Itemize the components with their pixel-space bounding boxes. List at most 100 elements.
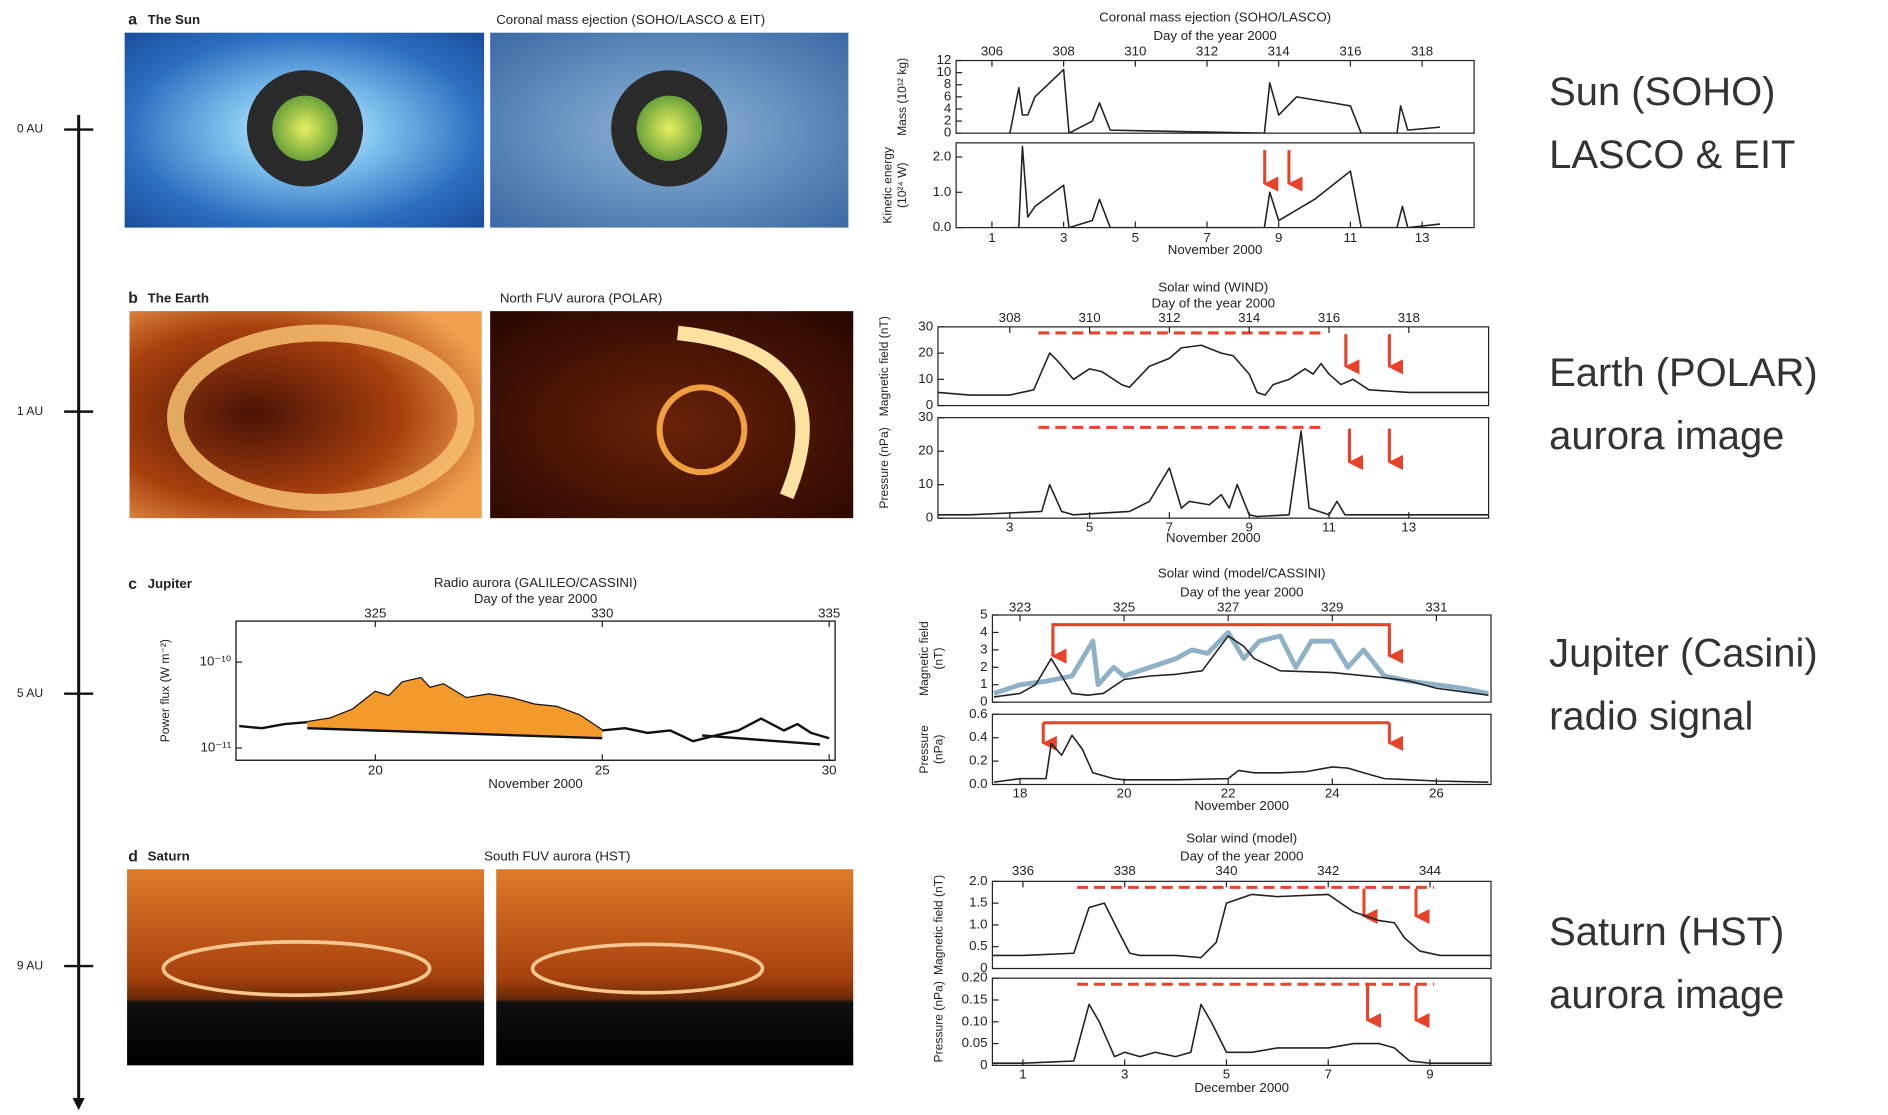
y-tick-label: 0 [926, 397, 933, 412]
distance-label: 5 AU [17, 686, 43, 700]
y-tick-label: 30 [918, 318, 933, 333]
y-tick-label: 0.15 [962, 992, 988, 1007]
image-title: North FUV aurora (POLAR) [500, 291, 663, 306]
distance-label: 1 AU [17, 404, 43, 418]
top-tick-label: 316 [1339, 44, 1361, 59]
y-axis-label: Magnetic field [917, 621, 931, 696]
y-tick-label: 30 [918, 409, 933, 424]
y-tick-label: 1.0 [933, 184, 951, 199]
x-tick-label: 22 [1221, 786, 1236, 801]
y-tick-label: 0.5 [969, 938, 987, 953]
line [239, 676, 830, 743]
plot-frame [937, 417, 1490, 519]
line [1009, 68, 1441, 134]
top-tick-label: 316 [1318, 310, 1340, 325]
aurora-oval [161, 940, 432, 997]
y-axis-label: (nPa) [931, 735, 945, 765]
x-tick-label: 24 [1325, 786, 1340, 801]
y-tick-label: 1.5 [969, 895, 987, 910]
x-tick-label: 3 [1121, 1067, 1128, 1082]
x-tick-label: 5 [1132, 230, 1139, 245]
aurora-ring [656, 384, 748, 476]
top-tick-label: 318 [1411, 44, 1433, 59]
y-tick-label: 2 [944, 113, 951, 128]
y-tick-label: 20 [918, 345, 933, 360]
y-tick-label: 0 [980, 694, 987, 709]
x-axis-label: November 2000 [488, 776, 583, 791]
y-tick-label: 0.10 [962, 1013, 988, 1028]
y-tick-label: 5 [980, 607, 987, 622]
y-axis-label: Pressure (nPa) [931, 981, 945, 1062]
x-tick-label: 5 [1086, 519, 1093, 534]
top-axis-label: Day of the year 2000 [1180, 849, 1303, 864]
top-tick-label: 323 [1009, 599, 1031, 614]
top-tick-label: 312 [1196, 44, 1218, 59]
plot-frame [955, 142, 1475, 229]
y-axis-label: Pressure (nPa) [877, 427, 891, 508]
y-axis-label: Mass (10¹² kg) [895, 58, 909, 136]
x-tick-label: 1 [988, 230, 995, 245]
x-tick-label: 3 [1006, 519, 1013, 534]
y-tick-label: 10⁻¹⁰ [200, 654, 232, 669]
top-tick-label: 308 [999, 310, 1021, 325]
y-tick-label: 0 [944, 125, 951, 140]
top-tick-label: 338 [1114, 863, 1136, 878]
y-tick-label: 0 [926, 510, 933, 525]
top-tick-label: 327 [1217, 599, 1239, 614]
caption: Saturn (HST) [1549, 910, 1784, 954]
chart-title: Solar wind (model) [1186, 830, 1297, 845]
x-tick-label: 1 [1019, 1067, 1026, 1082]
x-tick-label: 20 [1117, 786, 1132, 801]
y-tick-label: 0.2 [969, 753, 987, 768]
x-tick-label: 11 [1322, 519, 1336, 534]
panel-letter: b [128, 290, 138, 307]
y-axis-label: (10²⁴ W) [895, 162, 909, 208]
caption: radio signal [1549, 695, 1753, 739]
chart-title: Solar wind (model/CASSINI) [1158, 565, 1326, 580]
chart-title: Solar wind (WIND) [1158, 280, 1268, 295]
sun-disk [272, 95, 338, 162]
line [937, 430, 1489, 518]
top-tick-label: 314 [1238, 310, 1260, 325]
top-axis-label: Day of the year 2000 [474, 591, 597, 606]
baseline [307, 727, 603, 740]
top-tick-label: 342 [1317, 863, 1339, 878]
x-axis-label: December 2000 [1194, 1080, 1289, 1095]
x-tick-label: 7 [1203, 230, 1210, 245]
x-tick-label: 13 [1415, 230, 1430, 245]
panel-name: The Sun [148, 12, 200, 27]
x-tick-label: 20 [368, 763, 383, 778]
x-tick-label: 5 [1223, 1067, 1230, 1082]
y-tick-label: 0.0 [933, 219, 951, 234]
chart-title: Radio aurora (GALILEO/CASSINI) [434, 575, 637, 590]
line [993, 630, 1489, 696]
y-tick-label: 2 [980, 659, 987, 674]
top-tick-label: 312 [1158, 310, 1180, 325]
y-tick-label: 0.0 [969, 776, 987, 791]
panel-name: The Earth [148, 291, 209, 306]
top-tick-label: 306 [981, 44, 1003, 59]
x-tick-label: 7 [1166, 519, 1173, 534]
line [992, 1003, 1492, 1064]
y-tick-label: 0.6 [969, 706, 987, 721]
x-axis-label: November 2000 [1194, 798, 1289, 813]
y-tick-label: 2.0 [969, 873, 987, 888]
x-tick-label: 25 [595, 763, 610, 778]
area [307, 678, 603, 739]
y-tick-label: 10 [918, 476, 933, 491]
y-tick-label: 2.0 [933, 148, 951, 163]
panel-letter: d [128, 848, 138, 865]
saturn-image-left [127, 869, 485, 1066]
top-tick-label: 330 [591, 605, 613, 620]
x-axis-label: November 2000 [1166, 530, 1261, 545]
y-tick-label: 1 [980, 676, 987, 691]
sun-disk [636, 95, 702, 162]
top-tick-label: 344 [1419, 863, 1441, 878]
panel-letter: c [128, 576, 137, 593]
top-axis-label: Day of the year 2000 [1180, 585, 1303, 600]
line [702, 734, 821, 746]
panel-letter: a [128, 12, 137, 29]
caption: Earth (POLAR) [1549, 351, 1818, 395]
